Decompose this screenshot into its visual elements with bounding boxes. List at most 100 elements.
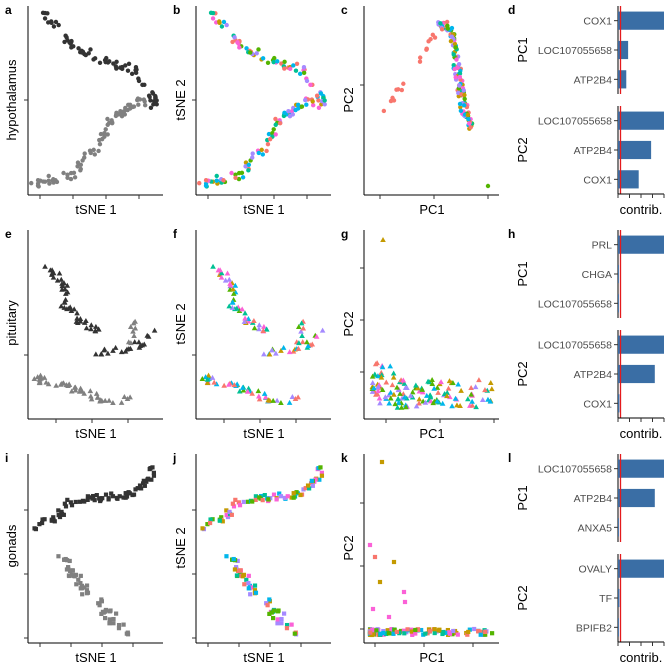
- panel-e-point: [58, 303, 65, 309]
- contrib-bar-ATP2B4: [618, 364, 655, 384]
- panel-i-point: [69, 503, 75, 508]
- panel-i-point: [151, 473, 157, 478]
- panel-g-point: [482, 387, 488, 393]
- contrib-bar-COX1: [618, 11, 664, 30]
- panel-g-point: [402, 384, 409, 390]
- panel-g-point: [472, 384, 479, 390]
- panel-letter-g: g: [341, 227, 348, 241]
- panel-c-point: [457, 71, 463, 76]
- panel-g-point: [469, 398, 475, 404]
- panel-a-point: [103, 59, 108, 65]
- panel-f-point: [226, 276, 233, 282]
- panel-i-point: [142, 483, 147, 488]
- panel-b-point: [304, 102, 309, 107]
- panel-f-point: [286, 399, 293, 405]
- panel-e-point: [88, 396, 95, 402]
- panel-i-point: [62, 501, 67, 506]
- panel-f-point: [230, 290, 237, 296]
- panel-j-point: [260, 498, 265, 503]
- panel-e-point: [31, 376, 38, 382]
- panel-j-point: [246, 573, 251, 578]
- panel-g-point: [383, 379, 390, 385]
- panel-i-point: [79, 583, 85, 588]
- panel-j-point: [235, 558, 240, 564]
- panel-b-point: [293, 107, 298, 113]
- panel-e-point: [45, 381, 52, 387]
- panel-letter-e: e: [5, 227, 12, 241]
- panel-j-point: [279, 616, 284, 622]
- panel-k-point: [413, 627, 418, 633]
- panel-j-point: [231, 556, 236, 562]
- panel-g-point: [435, 389, 441, 395]
- panel-b-point: [264, 148, 269, 154]
- panel-b-point: [267, 136, 273, 142]
- panel-g-point: [444, 393, 450, 399]
- panel-k-point: [402, 631, 407, 636]
- panel-k-point: [445, 627, 451, 633]
- panel-e-point: [58, 276, 65, 282]
- panel-j-point: [310, 483, 315, 488]
- panel-e-point: [50, 274, 57, 280]
- contrib-xlabel: contrib.: [620, 202, 663, 217]
- panel-a-point: [42, 16, 48, 21]
- panel-j-point: [234, 573, 240, 578]
- panel-k-point: [368, 630, 373, 635]
- panel-a-point: [142, 102, 148, 108]
- panel-e-point: [136, 339, 142, 345]
- panel-e-point: [88, 326, 94, 332]
- panel-a-point: [105, 132, 110, 137]
- panel-b-point: [244, 46, 249, 51]
- panel-a-point: [91, 147, 96, 153]
- panel-g-point: [394, 404, 401, 410]
- panel-i-point: [37, 522, 42, 527]
- contrib-bar-ATP2B4: [618, 70, 627, 89]
- panel-j-point: [237, 503, 243, 508]
- panel-k-point: [391, 559, 397, 565]
- panel-g-point: [434, 398, 440, 404]
- panel-c-points: [381, 19, 491, 189]
- panel-b-point: [299, 104, 305, 109]
- panel-g-point: [375, 388, 381, 394]
- panel-g-point: [369, 388, 376, 394]
- panel-d-bars: COX1 LOC107055658 ATP2B4 PC1 LOC107055658 ATP…: [515, 6, 665, 217]
- facet-label-PC2: PC2: [515, 137, 530, 162]
- panel-e-point: [93, 351, 99, 357]
- panel-k-point: [440, 631, 445, 637]
- panel-a-point: [97, 60, 103, 66]
- panel-i-point: [78, 586, 83, 591]
- panel-e-point: [36, 379, 43, 385]
- panel-k-point: [370, 627, 375, 632]
- panel-e-point: [41, 374, 48, 380]
- panel-g-point: [444, 389, 451, 395]
- panel-j-point: [282, 495, 288, 501]
- panel-k-point: [405, 627, 410, 632]
- gene-label-TF: TF: [599, 593, 612, 605]
- panel-j-axes: tSNE 1 tSNE 2: [173, 454, 331, 665]
- panel-g-point: [487, 398, 494, 404]
- panel-b-point: [214, 173, 219, 179]
- panel-c-point: [462, 92, 467, 98]
- panel-j-point: [224, 513, 229, 518]
- panel-e-axes: tSNE 1: [24, 230, 163, 441]
- panel-b-point: [221, 19, 227, 25]
- panel-i-point: [68, 500, 73, 505]
- panel-i-axes: tSNE 1: [24, 454, 163, 665]
- panel-j-point: [301, 487, 306, 492]
- panel-c-point: [453, 75, 458, 80]
- panel-c-point: [399, 87, 405, 93]
- panel-f-point: [232, 282, 239, 288]
- panel-e-point: [110, 347, 116, 353]
- panel-f-point: [260, 327, 267, 333]
- panel-b-point: [293, 68, 299, 73]
- panel-k-point: [450, 632, 455, 637]
- panel-j-point: [289, 622, 294, 627]
- panel-g-point: [395, 387, 402, 393]
- panel-e-point: [43, 379, 49, 385]
- panel-c-point: [432, 35, 438, 40]
- panel-letter-j: j: [172, 451, 176, 465]
- panel-g-point: [445, 385, 452, 391]
- panel-k-point: [467, 627, 472, 632]
- panel-a-point: [46, 173, 51, 179]
- panel-letter-d: d: [508, 3, 515, 17]
- panel-g-point: [407, 392, 414, 398]
